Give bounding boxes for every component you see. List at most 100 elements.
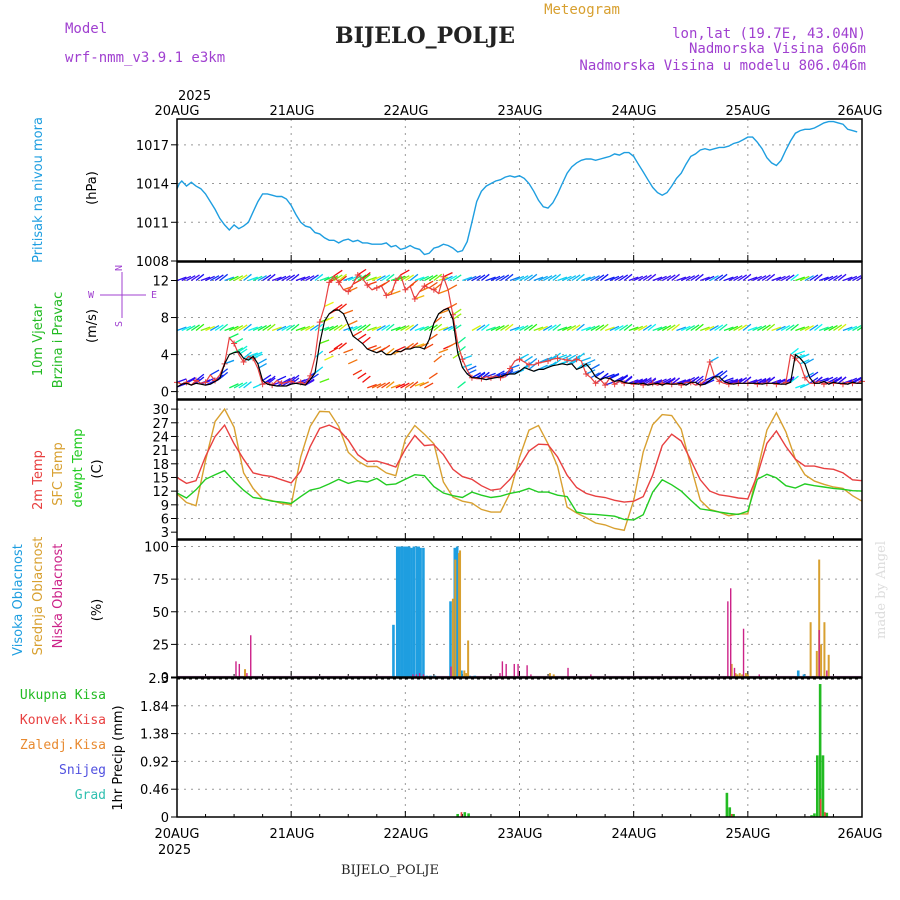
wind-arrow-99-1	[647, 377, 657, 385]
ytick-pressure-0: 1008	[136, 255, 169, 270]
wind-arrow-75-3	[533, 326, 544, 332]
cloud-bar-1-17	[809, 622, 812, 677]
wind-arrow-122-0	[757, 377, 767, 384]
wind-arrow-18-3	[262, 324, 272, 332]
wind-arrow-108-1	[690, 376, 700, 383]
wind-arrow-50-4	[414, 326, 425, 332]
wind-arrow-9-2	[219, 273, 229, 282]
wind-gust-marker-82	[564, 357, 571, 364]
wind-gust-marker-38	[354, 271, 361, 278]
wind-arrow-126-0	[776, 378, 786, 384]
wind-arrow-11-1	[229, 333, 239, 339]
wind-arrow-88-2	[595, 274, 605, 282]
wind-arrow-55-1	[438, 289, 449, 295]
wind-arrow-63-3	[476, 324, 486, 332]
dewpt-ylabel: dewpt Temp	[71, 428, 86, 507]
wind-compass: N W E S	[88, 265, 157, 327]
wind-gust-marker-30	[316, 319, 323, 326]
wind-arrow-50-0	[414, 343, 425, 348]
wind-arrow-0-3	[177, 326, 187, 332]
wind-arrow-65-2	[485, 276, 496, 282]
wind-arrow-72-3	[519, 325, 529, 332]
wind-arrow-1-3	[181, 325, 192, 332]
wind-arrow-130-0	[795, 350, 806, 356]
wind-arrow-130-4	[795, 326, 806, 332]
wind-arrow-48-3	[404, 274, 415, 282]
wind-arrow-29-0	[314, 366, 324, 374]
wind-arrow-57-2	[447, 341, 458, 348]
wind-arrow-106-0	[680, 378, 691, 384]
wind-gust-marker-18	[259, 381, 266, 388]
pressure-ylabel: Pritisak na nivou mora	[31, 117, 46, 263]
wind-arrow-30-4	[319, 326, 330, 332]
ytick-precipitation-2: 0.92	[140, 755, 169, 770]
wind-arrow-8-3	[214, 324, 224, 332]
wind-arrow-128-2	[785, 274, 795, 282]
wind-arrow-39-2	[362, 375, 371, 383]
wind-arrow-125-3	[771, 326, 782, 332]
cloud-bar-1-14	[741, 674, 744, 677]
wind-arrow-23-2	[286, 274, 296, 282]
wind-arrow-10-1	[224, 359, 235, 365]
wind-arrow-81-3	[562, 325, 572, 332]
wind-arrow-91-2	[609, 275, 620, 282]
precip-bar-0-6	[810, 815, 813, 817]
ytick-temperature-1: 6	[161, 512, 169, 527]
xtick-top-1: 21AUG	[269, 104, 314, 119]
wind-arrow-33-3	[333, 274, 343, 282]
wind-arrow-60-0	[462, 363, 473, 369]
ytick-temperature-3: 12	[152, 485, 169, 500]
wind-arrow-50-1	[414, 294, 425, 300]
xtick-bottom-3: 23AUG	[497, 827, 542, 842]
wind-arrow-54-0	[433, 316, 443, 324]
wind-arrow-33-0	[333, 304, 343, 311]
wind-arrow-127-2	[780, 275, 791, 282]
wind-gust-marker-2	[183, 379, 190, 386]
wind-gust-marker-46	[392, 277, 399, 284]
wind-arrow-88-3	[595, 324, 605, 332]
wind-arrow-62-1	[471, 372, 481, 379]
wind-arrow-103-0	[666, 377, 676, 384]
wind-gust-marker-42	[373, 284, 380, 291]
wind-arrow-126-3	[776, 325, 786, 332]
wind-arrow-54-1	[433, 283, 443, 291]
wind-arrow-64-2	[481, 273, 490, 282]
wind-arrow-34-0	[338, 303, 347, 311]
wind-arrow-8-2	[214, 274, 224, 282]
cloud-bar-1-18	[815, 650, 818, 677]
xtick-bottom-1: 21AUG	[269, 827, 314, 842]
pressure-line	[176, 120, 858, 256]
wind-arrow-53-3	[428, 274, 438, 282]
wind-arrow-129-1	[790, 347, 799, 356]
wind-arrow-121-3	[752, 325, 762, 332]
wind-arrow-98-0	[642, 377, 652, 384]
wind-arrow-54-4	[433, 323, 443, 332]
wind-arrow-105-2	[676, 276, 687, 282]
wind-arrow-22-3	[281, 325, 291, 332]
wind-arrow-90-2	[604, 276, 615, 282]
legend-snow: Snijeg	[59, 763, 106, 778]
wind-arrow-47-4	[400, 325, 410, 332]
sfc-ylabel: SFC Temp	[51, 442, 66, 506]
wind-arrow-59-2	[457, 381, 466, 389]
wind-arrow-44-2	[385, 381, 395, 389]
wind-gust-marker-86	[583, 371, 590, 378]
wind-arrow-129-2	[790, 273, 799, 282]
cloud-bar-0-8	[412, 546, 416, 677]
wind-arrow-118-2	[737, 274, 747, 282]
wind-arrow-47-1	[400, 269, 410, 276]
ytick-temperature-9: 30	[152, 403, 169, 418]
wind-arrow-69-3	[504, 323, 514, 332]
wind-gust-marker-14	[240, 358, 247, 365]
wind-arrow-102-2	[661, 275, 672, 282]
wind-arrow-85-1	[581, 357, 591, 362]
wind-arrow-17-2	[257, 275, 267, 282]
wind-arrow-2-3	[186, 325, 196, 332]
wind-arrow-141-1	[847, 377, 858, 383]
wind-arrow-19-3	[266, 323, 276, 332]
legend-freezing-rain: Zaledj.Kisa	[20, 738, 106, 753]
cloud-bar-0-5	[405, 546, 409, 677]
wind-arrow-51-3	[419, 275, 429, 282]
cloud-bar-0-2	[398, 546, 401, 677]
